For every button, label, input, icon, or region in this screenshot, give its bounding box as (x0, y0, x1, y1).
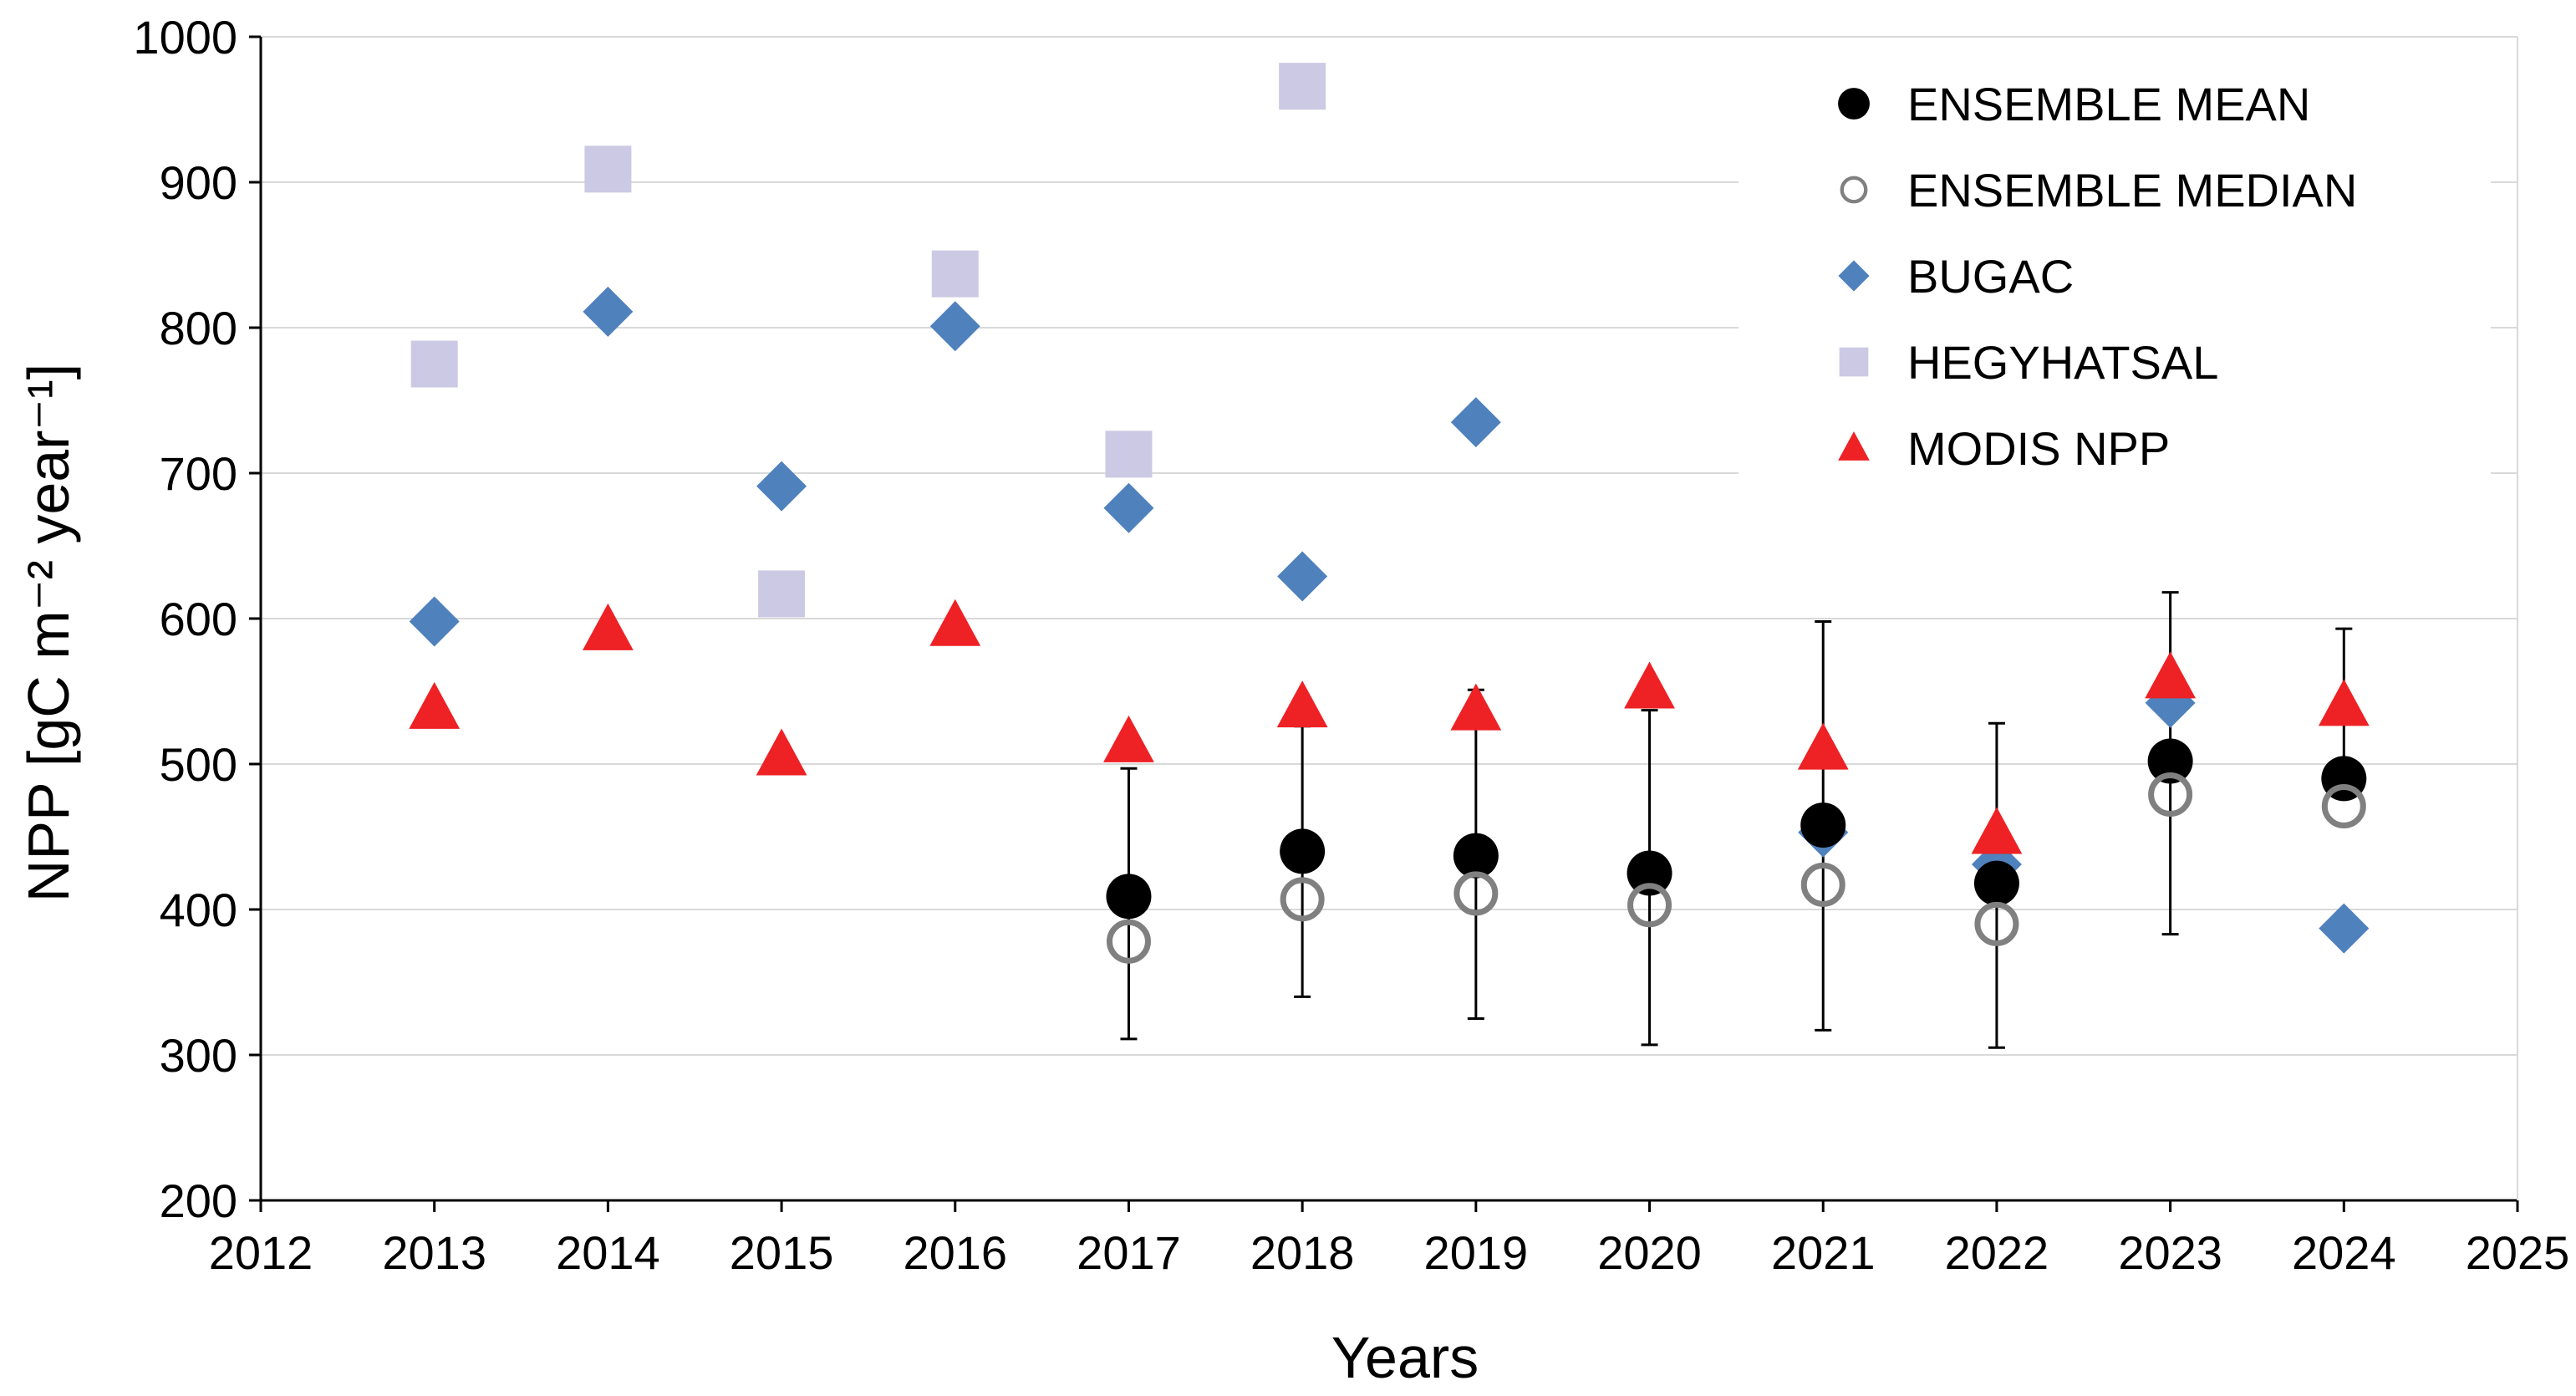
modis-npp-point-2021 (1797, 722, 1849, 770)
legend-label-modis-npp: MODIS NPP (1907, 422, 2170, 475)
ensemble-median-point-2020 (1627, 883, 1672, 928)
ensemble-mean-point-2021 (1800, 802, 1846, 848)
bugac-point-2015 (756, 461, 807, 512)
bugac-point-2018 (1277, 551, 1328, 602)
bugac-point-2016 (929, 301, 980, 352)
ensemble-median-point-2017 (1106, 919, 1151, 964)
modis-npp-point-2015 (756, 728, 807, 776)
x-tick-label-2021: 2021 (1771, 1226, 1876, 1279)
modis-npp-point-2024 (2318, 679, 2370, 726)
hegyhatsal-point-2016 (931, 250, 979, 298)
x-tick-label-2024: 2024 (2292, 1226, 2396, 1279)
y-tick-label-600: 600 (160, 593, 237, 645)
bugac-point-2019 (1450, 397, 1501, 448)
modis-npp-point-2019 (1450, 683, 1502, 731)
ensemble-mean-point-2020 (1627, 850, 1672, 896)
modis-npp-point-2018 (1276, 680, 1328, 728)
ensemble-median-point-2018 (1280, 877, 1325, 922)
x-tick-label-2015: 2015 (730, 1226, 834, 1279)
legend-label-ensemble-mean: ENSEMBLE MEAN (1907, 78, 2310, 130)
data-markers (409, 63, 2370, 964)
axes (249, 35, 2519, 1212)
y-tick-label-400: 400 (160, 884, 237, 936)
modis-npp-point-2017 (1103, 715, 1154, 762)
hegyhatsal-point-2015 (758, 570, 806, 618)
x-tick-label-2025: 2025 (2466, 1226, 2570, 1279)
hegyhatsal-point-2018 (1279, 63, 1326, 110)
hegyhatsal-point-2017 (1105, 431, 1153, 478)
modis-npp-point-2022 (1971, 807, 2023, 854)
ensemble-mean-point-2023 (2147, 738, 2193, 784)
ensemble-mean-point-2017 (1106, 874, 1152, 920)
bugac-point-2013 (409, 596, 460, 647)
hegyhatsal-point-2014 (584, 145, 632, 193)
legend-marker-ensemble-median (1840, 176, 1868, 204)
modis-npp-point-2020 (1624, 661, 1675, 709)
ensemble-median-point-2019 (1453, 871, 1499, 916)
ensemble-median-point-2022 (1974, 901, 2019, 946)
bugac-point-2017 (1103, 482, 1154, 533)
x-tick-label-2023: 2023 (2118, 1226, 2222, 1279)
y-tick-label-1000: 1000 (133, 11, 237, 64)
modis-npp-point-2023 (2145, 651, 2197, 699)
y-axis-title: NPP [gC m⁻² year⁻¹] (16, 364, 81, 902)
x-tick-label-2018: 2018 (1250, 1226, 1355, 1279)
y-tick-label-500: 500 (160, 738, 237, 791)
y-tick-label-300: 300 (160, 1029, 237, 1082)
x-tick-label-2013: 2013 (382, 1226, 486, 1279)
y-tick-label-900: 900 (160, 156, 237, 209)
ensemble-mean-point-2019 (1453, 833, 1499, 879)
x-tick-label-2020: 2020 (1597, 1226, 1702, 1279)
x-tick-label-2022: 2022 (1945, 1226, 2049, 1279)
tick-labels: 200 300 400 500 600 700 800 900 1000 2012 2013 2014… (133, 11, 2569, 1279)
legend-marker-bugac (1838, 260, 1870, 292)
ensemble-mean-point-2022 (1973, 860, 2019, 906)
legend-label-hegyhatsal: HEGYHATSAL (1907, 336, 2218, 389)
modis-npp-point-2014 (582, 603, 634, 650)
y-tick-label-200: 200 (160, 1174, 237, 1227)
grid-lines (261, 36, 2517, 1056)
legend-label-ensemble-median: ENSEMBLE MEDIAN (1907, 164, 2357, 217)
x-axis-title: Years (1331, 1325, 1479, 1390)
modis-npp-point-2016 (929, 599, 981, 646)
legend-marker-hegyhatsal (1839, 347, 1869, 377)
y-tick-label-700: 700 (160, 447, 237, 500)
legend-marker-modis-npp (1838, 431, 1870, 461)
legend-label-bugac: BUGAC (1907, 250, 2074, 303)
modis-npp-point-2013 (409, 681, 461, 729)
legend-marker-ensemble-mean (1838, 88, 1870, 120)
ensemble-mean-point-2018 (1280, 828, 1326, 874)
x-tick-label-2014: 2014 (556, 1226, 660, 1279)
x-tick-label-2012: 2012 (209, 1226, 313, 1279)
bugac-point-2014 (583, 286, 634, 337)
x-tick-label-2016: 2016 (903, 1226, 1007, 1279)
hegyhatsal-point-2013 (410, 340, 458, 388)
ensemble-median-point-2021 (1800, 862, 1845, 907)
y-tick-label-800: 800 (160, 302, 237, 354)
bugac-point-2024 (2319, 903, 2370, 954)
x-tick-label-2017: 2017 (1077, 1226, 1181, 1279)
ensemble-median-point-2024 (2321, 783, 2366, 828)
ensemble-median-point-2023 (2148, 772, 2193, 818)
legend: ENSEMBLE MEAN ENSEMBLE MEDIAN BUGAC HEGYHAT… (1838, 78, 2357, 475)
x-tick-label-2019: 2019 (1424, 1226, 1529, 1279)
